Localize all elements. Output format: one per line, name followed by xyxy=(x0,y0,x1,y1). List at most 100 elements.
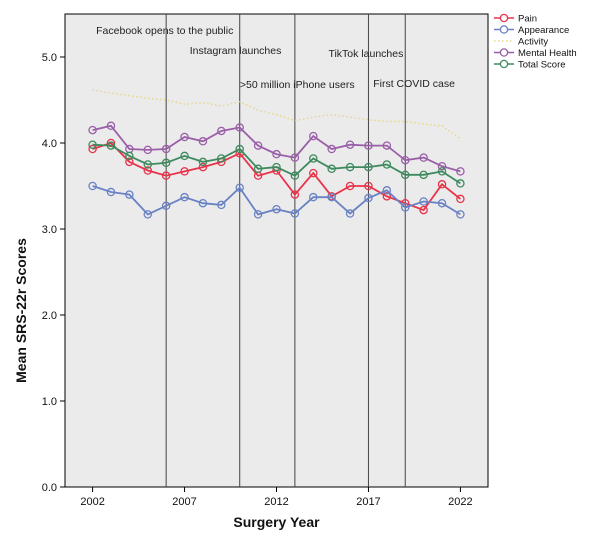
x-axis-title: Surgery Year xyxy=(233,514,320,530)
annotation-label: TikTok launches xyxy=(328,48,403,60)
data-point xyxy=(253,164,263,174)
data-point xyxy=(180,192,189,202)
series-line-mental-health xyxy=(92,124,461,173)
y-tick-label: 0.0 xyxy=(42,482,57,494)
data-point xyxy=(106,121,116,131)
data-point xyxy=(400,155,410,165)
y-axis-title: Mean SRS-22r Scores xyxy=(13,238,29,383)
data-point xyxy=(456,179,465,188)
data-point xyxy=(382,141,392,150)
data-point xyxy=(419,153,428,162)
data-point xyxy=(143,160,153,169)
data-point xyxy=(290,209,300,218)
data-point xyxy=(345,162,355,172)
data-point xyxy=(437,198,447,208)
data-point xyxy=(345,140,355,149)
data-point xyxy=(198,137,208,146)
data-point xyxy=(290,190,300,199)
data-point xyxy=(364,193,373,203)
data-point xyxy=(382,186,392,195)
data-point xyxy=(235,183,244,192)
x-tick-label: 2002 xyxy=(80,496,104,508)
data-point xyxy=(253,141,263,150)
data-point xyxy=(217,154,226,163)
data-point xyxy=(125,190,134,199)
y-tick-label: 2.0 xyxy=(42,310,57,322)
data-point xyxy=(419,205,428,215)
data-point xyxy=(217,126,226,136)
data-point xyxy=(456,194,465,204)
data-point xyxy=(180,132,189,142)
data-point xyxy=(161,158,171,168)
annotation-label: First COVID case xyxy=(373,78,455,90)
plot-area xyxy=(64,13,489,488)
data-point xyxy=(364,141,373,150)
data-point xyxy=(106,141,116,150)
data-point xyxy=(456,210,465,219)
data-point xyxy=(198,157,208,167)
data-point xyxy=(382,160,392,169)
x-tick-label: 2017 xyxy=(356,496,380,508)
legend-label: Total Score xyxy=(518,60,566,71)
data-point xyxy=(419,197,428,206)
data-point xyxy=(143,210,153,219)
annotation-label: >50 million iPhone users xyxy=(240,79,355,91)
data-point xyxy=(327,192,336,202)
data-point xyxy=(364,181,373,191)
data-point xyxy=(364,162,373,172)
data-point xyxy=(400,203,410,212)
data-point xyxy=(180,151,189,161)
legend-marker xyxy=(499,25,509,34)
data-point xyxy=(309,131,318,141)
data-point xyxy=(88,140,97,149)
data-point xyxy=(327,164,336,174)
y-tick-label: 3.0 xyxy=(42,224,57,236)
y-tick-label: 4.0 xyxy=(42,138,57,150)
legend-marker xyxy=(499,13,509,23)
data-point xyxy=(290,153,300,162)
legend-label: Appearance xyxy=(518,25,569,36)
legend-label: Pain xyxy=(518,14,537,25)
data-point xyxy=(143,166,153,175)
x-tick-label: 2007 xyxy=(172,496,196,508)
data-point xyxy=(125,157,134,167)
data-point xyxy=(419,170,428,180)
legend-marker xyxy=(499,48,509,57)
data-point xyxy=(309,168,318,178)
data-point xyxy=(161,201,171,211)
data-point xyxy=(161,171,171,180)
legend-label: Activity xyxy=(518,37,548,48)
data-point xyxy=(437,180,447,189)
x-tick-label: 2022 xyxy=(448,496,472,508)
data-point xyxy=(382,192,392,201)
data-point xyxy=(345,181,355,191)
data-point xyxy=(180,167,189,176)
data-point xyxy=(235,144,244,154)
data-point xyxy=(290,171,300,180)
data-point xyxy=(400,170,410,180)
data-point xyxy=(198,198,208,208)
annotation-label: Instagram launches xyxy=(190,45,282,57)
data-point xyxy=(253,210,263,219)
data-point xyxy=(272,162,281,172)
data-point xyxy=(88,125,97,135)
y-tick-label: 1.0 xyxy=(42,396,57,408)
data-point xyxy=(217,200,226,210)
data-point xyxy=(309,192,318,202)
data-point xyxy=(161,144,171,154)
data-point xyxy=(437,167,447,176)
data-point xyxy=(125,151,134,161)
data-point xyxy=(456,167,465,176)
data-point xyxy=(272,204,281,214)
x-tick-label: 2012 xyxy=(264,496,288,508)
legend-label: Mental Health xyxy=(518,48,577,59)
series-line-activity xyxy=(92,89,461,140)
series-line-total-score xyxy=(92,143,461,185)
y-tick-label: 5.0 xyxy=(42,52,57,64)
data-point xyxy=(437,161,447,171)
data-point xyxy=(309,154,318,163)
data-point xyxy=(235,123,244,132)
data-point xyxy=(272,149,281,159)
